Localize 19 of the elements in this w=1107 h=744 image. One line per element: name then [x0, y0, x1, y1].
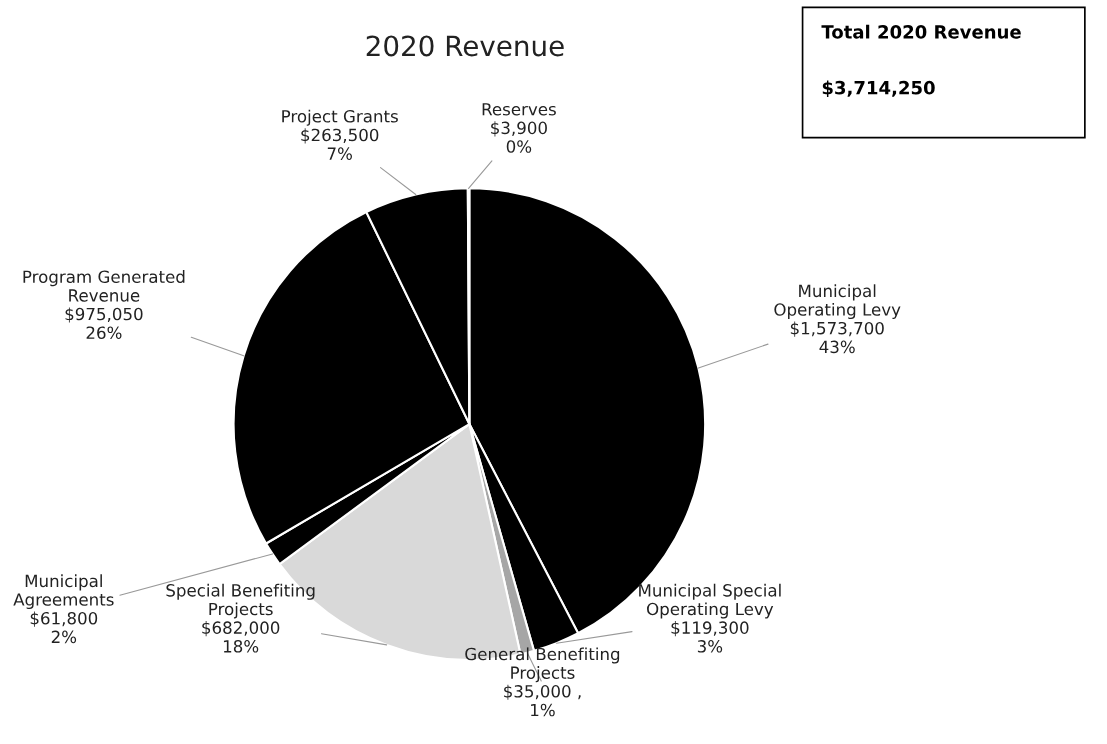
data-label: $263,500 7%	[301, 128, 379, 160]
slice-label: Special Benefiting Projects	[166, 583, 315, 619]
chart-title: 2020 Revenue	[366, 35, 564, 57]
text: $3,714,250	[822, 80, 935, 97]
slice-label: Reserves	[482, 103, 556, 116]
data-label: $61,800 2%	[30, 611, 98, 644]
slice-label: Municipal Special Operating Levy	[639, 583, 781, 619]
data-label: $119,300 3%	[671, 621, 749, 653]
data-label: $975,050 26%	[65, 307, 143, 340]
slice-label: General Benefiting Projects	[465, 647, 620, 683]
data-label: $1,573,700 43%	[790, 321, 884, 354]
slice-label: Municipal Operating Levy	[774, 284, 901, 320]
slice-label: Project Grants	[282, 109, 398, 126]
data-label: $3,900 0%	[491, 121, 547, 153]
data-label: $35,000 , 1%	[504, 684, 581, 717]
slice-label: Program Generated Revenue	[23, 270, 185, 302]
text: Total 2020 Revenue	[821, 24, 1021, 39]
data-label: $682,000 18%	[202, 621, 280, 653]
slice-label: Municipal Agreements	[13, 574, 114, 610]
